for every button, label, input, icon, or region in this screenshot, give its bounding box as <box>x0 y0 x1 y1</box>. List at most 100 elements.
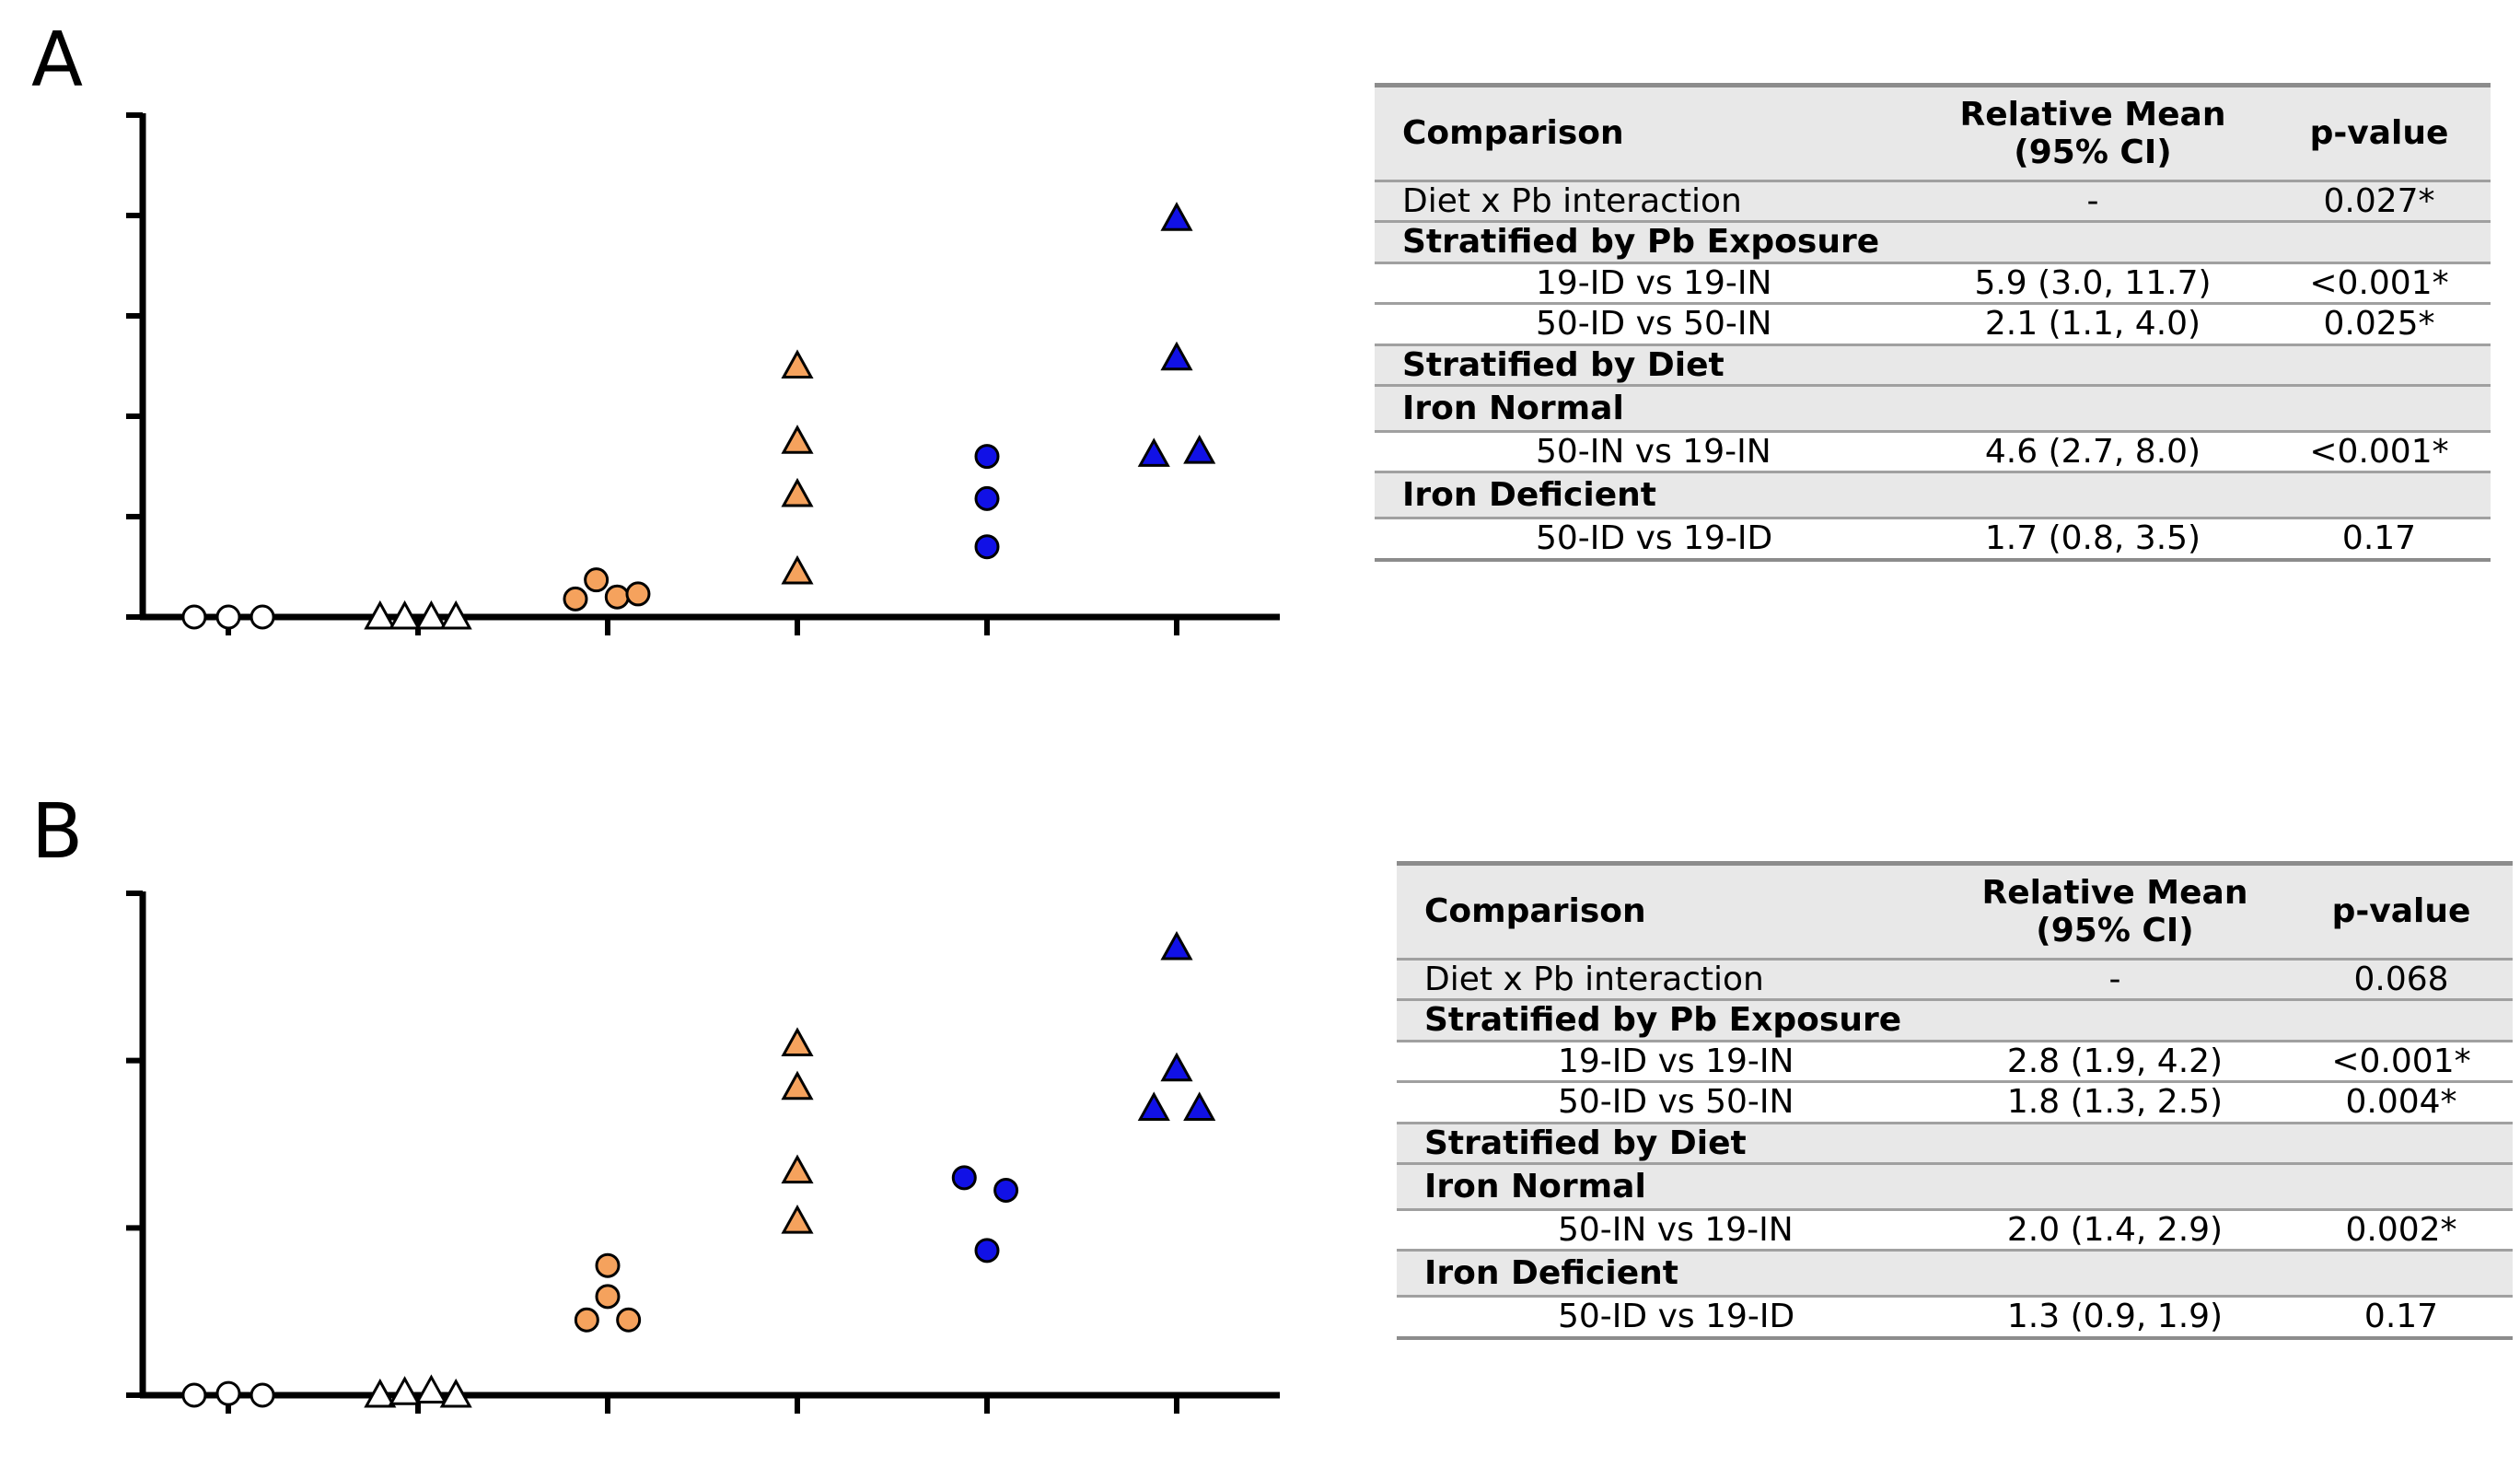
data-point-50-ID <box>1137 1091 1170 1121</box>
data-point-50-ID <box>1137 437 1170 467</box>
blood-pb-chart <box>126 891 1280 1414</box>
table-cell-c2: 1.8 (1.3, 2.5) <box>1940 1081 2290 1124</box>
femur-pb-chart <box>126 112 1280 635</box>
table-cell-c2: 2.0 (1.4, 2.9) <box>1940 1209 2290 1252</box>
table-cell-c1: Stratified by Diet <box>1397 1123 1940 1165</box>
table-row: 50-ID vs 19-ID 1.3 (0.9, 1.9) 0.17 <box>1397 1296 2513 1340</box>
table-cell-c2: 1.3 (0.9, 1.9) <box>1940 1296 2290 1340</box>
table-row: Stratified by Pb Exposure <box>1397 999 2513 1042</box>
table-row: 50-IN vs 19-IN 4.6 (2.7, 8.0) <0.001* <box>1375 431 2491 474</box>
table-cell-c2: - <box>1940 959 2290 1002</box>
table-cell-c3: 0.004* <box>2290 1081 2513 1124</box>
table-cell-c1: 50-IN vs 19-IN <box>1375 431 1918 474</box>
table-cell-c2 <box>1940 1163 2290 1211</box>
data-point-0-IN <box>181 604 207 630</box>
data-point-0-IN <box>250 1382 275 1408</box>
table-row: Stratified by Pb Exposure <box>1375 221 2491 264</box>
table-cell-c2: 1.7 (0.8, 3.5) <box>1918 518 2268 562</box>
table-cell-c3: <0.001* <box>2268 431 2491 474</box>
table-cell-c1: 50-ID vs 50-IN <box>1397 1081 1940 1124</box>
data-point-19-IN <box>584 567 610 593</box>
table-cell-c2: 4.6 (2.7, 8.0) <box>1918 431 2268 474</box>
data-point-0-ID <box>414 600 447 630</box>
table-row: Iron Normal <box>1397 1163 2513 1211</box>
data-point-0-IN <box>215 604 241 630</box>
panel-letter-b: B <box>31 788 84 876</box>
table-cell-c2 <box>1918 472 2268 520</box>
data-point-19-IN <box>595 1284 621 1310</box>
table-cell-c3: 0.002* <box>2290 1209 2513 1252</box>
table-cell-c1: Stratified by Pb Exposure <box>1397 999 1940 1042</box>
table-cell-c2: 5.9 (3.0, 11.7) <box>1918 262 2268 306</box>
table-header-row: Comparison Relative Mean (95% CI) p-value <box>1397 863 2513 961</box>
table-cell-c2 <box>1918 221 2268 264</box>
femur-pb-stats-table: Comparison Relative Mean (95% CI) p-value D… <box>1375 83 2491 562</box>
data-point-50-ID <box>1160 341 1193 371</box>
table-row: Stratified by Diet <box>1397 1123 2513 1165</box>
table-cell-c3 <box>2268 221 2491 264</box>
table-row: Iron Deficient <box>1397 1250 2513 1298</box>
data-point-19-ID <box>781 1070 814 1101</box>
table-cell-c1: 50-ID vs 19-ID <box>1375 518 1918 562</box>
data-point-0-IN <box>215 1380 241 1406</box>
data-point-19-ID <box>781 554 814 585</box>
table-cell-c3: 0.027* <box>2268 181 2491 224</box>
table-cell-c3: <0.001* <box>2268 262 2491 306</box>
table-row: 19-ID vs 19-IN 2.8 (1.9, 4.2) <0.001* <box>1397 1041 2513 1084</box>
data-point-50-ID <box>1160 930 1193 961</box>
data-point-50-ID <box>1183 435 1216 464</box>
table-header-cell: Relative Mean (95% CI) <box>1918 85 2268 182</box>
table-cell-c2 <box>1918 344 2268 387</box>
data-point-50-IN <box>974 1238 1000 1264</box>
blood-pb-stats-table: Comparison Relative Mean (95% CI) p-value D… <box>1397 861 2513 1340</box>
table-row: Iron Normal <box>1375 385 2491 433</box>
data-point-50-ID <box>1183 1091 1216 1121</box>
table-cell-c1: Diet x Pb interaction <box>1397 959 1940 1002</box>
data-point-50-IN <box>951 1165 977 1191</box>
data-point-50-IN <box>974 485 1000 511</box>
table-cell-c2 <box>1940 1123 2290 1165</box>
table-cell-c3 <box>2268 344 2491 387</box>
table-header-cell: Relative Mean (95% CI) <box>1940 863 2290 961</box>
data-point-0-ID <box>389 1376 422 1405</box>
table-header-cell: Comparison <box>1375 85 1918 182</box>
table-cell-c1: Iron Normal <box>1397 1163 1940 1211</box>
table-row: Iron Deficient <box>1375 472 2491 520</box>
data-point-0-IN <box>181 1382 207 1408</box>
data-point-0-ID <box>439 1378 472 1408</box>
table-cell-c3 <box>2290 1163 2513 1211</box>
data-point-19-ID <box>781 477 814 507</box>
data-point-0-ID <box>364 600 397 630</box>
table-cell-c3 <box>2268 472 2491 520</box>
table-header-cell: p-value <box>2268 85 2491 182</box>
data-point-19-ID <box>781 425 814 454</box>
data-point-50-ID <box>1160 202 1193 231</box>
table-cell-c3 <box>2290 999 2513 1042</box>
data-point-19-IN <box>625 581 651 607</box>
data-point-50-IN <box>974 534 1000 560</box>
table-cell-c3: 0.068 <box>2290 959 2513 1002</box>
table-cell-c1: 50-ID vs 19-ID <box>1397 1296 1940 1340</box>
data-point-19-IN <box>574 1307 599 1333</box>
table-cell-c1: 50-ID vs 50-IN <box>1375 303 1918 346</box>
data-point-0-ID <box>364 1378 397 1408</box>
table-row: 50-IN vs 19-IN 2.0 (1.4, 2.9) 0.002* <box>1397 1209 2513 1252</box>
table-cell-c1: 50-IN vs 19-IN <box>1397 1209 1940 1252</box>
data-point-19-ID <box>781 349 814 378</box>
table-cell-c1: Stratified by Diet <box>1375 344 1918 387</box>
table-cell-c3 <box>2268 385 2491 433</box>
table-cell-c2: 2.1 (1.1, 4.0) <box>1918 303 2268 346</box>
table-cell-c3 <box>2290 1123 2513 1165</box>
table-cell-c1: Iron Normal <box>1375 385 1918 433</box>
table-cell-c1: Stratified by Pb Exposure <box>1375 221 1918 264</box>
data-point-19-ID <box>781 1204 814 1234</box>
table-row: 19-ID vs 19-IN 5.9 (3.0, 11.7) <0.001* <box>1375 262 2491 306</box>
table-row: Diet x Pb interaction -0.068 <box>1397 959 2513 1002</box>
data-point-19-IN <box>616 1307 642 1333</box>
table-cell-c3: 0.17 <box>2290 1296 2513 1340</box>
data-point-0-ID <box>414 1374 447 1403</box>
table-cell-c1: 19-ID vs 19-IN <box>1375 262 1918 306</box>
table-row: Diet x Pb interaction -0.027* <box>1375 181 2491 224</box>
panel-letter-a: A <box>31 17 84 104</box>
data-point-19-IN <box>595 1252 621 1278</box>
